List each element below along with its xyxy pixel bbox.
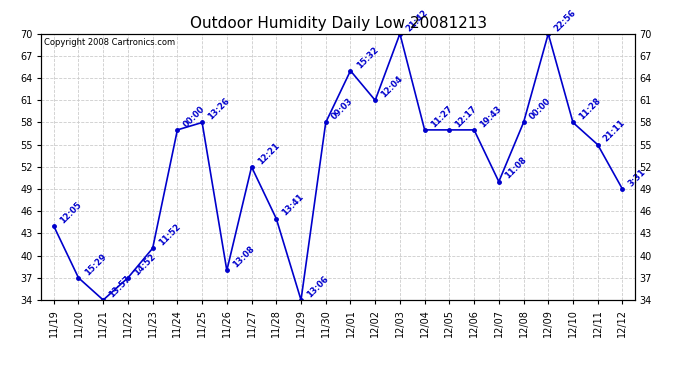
Text: 09:03: 09:03 [330, 97, 355, 122]
Text: 11:28: 11:28 [577, 96, 602, 122]
Text: 12:04: 12:04 [380, 74, 404, 99]
Title: Outdoor Humidity Daily Low 20081213: Outdoor Humidity Daily Low 20081213 [190, 16, 486, 31]
Text: 11:27: 11:27 [428, 104, 454, 129]
Text: 12:21: 12:21 [256, 141, 281, 166]
Text: 14:52: 14:52 [132, 252, 157, 277]
Text: 21:11: 21:11 [602, 118, 627, 144]
Text: 13:57: 13:57 [108, 274, 132, 299]
Text: 13:08: 13:08 [231, 244, 256, 270]
Text: 19:43: 19:43 [478, 104, 504, 129]
Text: 22:56: 22:56 [553, 8, 578, 33]
Text: 21:42: 21:42 [404, 8, 429, 33]
Text: 15:29: 15:29 [83, 252, 108, 277]
Text: 12:17: 12:17 [453, 104, 479, 129]
Text: 00:00: 00:00 [528, 97, 553, 122]
Text: 11:52: 11:52 [157, 222, 182, 248]
Text: 11:08: 11:08 [503, 156, 528, 181]
Text: 13:26: 13:26 [206, 96, 232, 122]
Text: 00:00: 00:00 [181, 104, 206, 129]
Text: 12:05: 12:05 [58, 200, 83, 225]
Text: Copyright 2008 Cartronics.com: Copyright 2008 Cartronics.com [44, 38, 175, 47]
Text: 13:41: 13:41 [280, 193, 306, 218]
Text: 15:32: 15:32 [355, 45, 380, 70]
Text: 13:06: 13:06 [305, 274, 331, 299]
Text: 3:31: 3:31 [627, 167, 648, 188]
